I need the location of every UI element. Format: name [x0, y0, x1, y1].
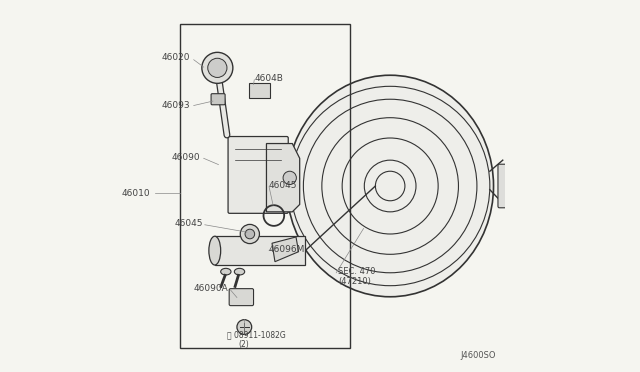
- Circle shape: [208, 58, 227, 77]
- Text: 4604B: 4604B: [254, 74, 283, 83]
- Ellipse shape: [287, 75, 493, 297]
- FancyBboxPatch shape: [498, 164, 515, 208]
- Circle shape: [237, 320, 252, 334]
- Circle shape: [283, 171, 296, 185]
- Text: 46020: 46020: [161, 53, 190, 62]
- Text: 46045: 46045: [269, 181, 298, 190]
- Ellipse shape: [234, 268, 244, 275]
- Polygon shape: [266, 144, 300, 212]
- Text: 46045: 46045: [174, 219, 203, 228]
- Ellipse shape: [221, 268, 231, 275]
- FancyBboxPatch shape: [228, 137, 288, 213]
- Text: 46010: 46010: [122, 189, 150, 198]
- Circle shape: [240, 224, 259, 244]
- Polygon shape: [215, 236, 305, 265]
- Text: (2): (2): [238, 340, 249, 349]
- FancyBboxPatch shape: [229, 289, 253, 306]
- Text: 46090: 46090: [172, 153, 200, 162]
- FancyBboxPatch shape: [249, 83, 270, 98]
- FancyBboxPatch shape: [211, 94, 225, 105]
- Text: 46090A: 46090A: [194, 284, 228, 293]
- Circle shape: [245, 229, 255, 239]
- Text: SEC. 470: SEC. 470: [338, 267, 375, 276]
- Bar: [180, 23, 349, 349]
- Text: 46093: 46093: [161, 101, 190, 110]
- Ellipse shape: [209, 236, 221, 265]
- Text: 46096M: 46096M: [269, 245, 305, 254]
- Text: (47210): (47210): [339, 278, 371, 286]
- Circle shape: [202, 52, 233, 83]
- Polygon shape: [272, 237, 299, 262]
- Text: Ⓝ 08911-1082G: Ⓝ 08911-1082G: [227, 330, 285, 339]
- Text: J4600SO: J4600SO: [460, 351, 495, 360]
